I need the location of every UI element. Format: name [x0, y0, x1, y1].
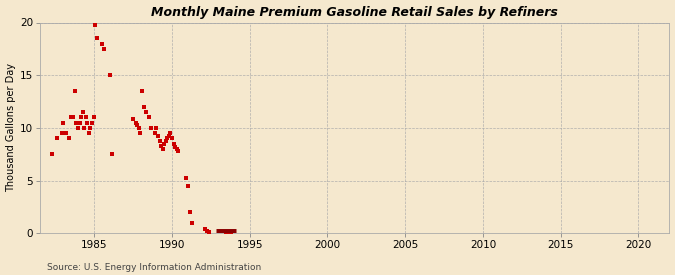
Point: [143, 115, 154, 120]
Point: [182, 184, 193, 188]
Point: [105, 73, 115, 77]
Point: [130, 120, 141, 125]
Point: [163, 134, 174, 139]
Point: [132, 123, 142, 127]
Point: [70, 89, 80, 93]
Point: [135, 131, 146, 135]
Point: [65, 115, 76, 120]
Point: [221, 230, 232, 235]
Point: [136, 89, 147, 93]
Title: Monthly Maine Premium Gasoline Retail Sales by Refiners: Monthly Maine Premium Gasoline Retail Sa…: [151, 6, 558, 18]
Point: [133, 126, 144, 130]
Point: [204, 230, 215, 234]
Point: [82, 120, 92, 125]
Point: [150, 131, 161, 135]
Point: [141, 110, 152, 114]
Point: [76, 115, 86, 120]
Point: [167, 136, 178, 141]
Point: [225, 230, 236, 235]
Point: [63, 136, 74, 141]
Point: [173, 149, 184, 153]
Point: [51, 136, 62, 141]
Point: [146, 126, 157, 130]
Point: [157, 147, 168, 151]
Point: [77, 110, 88, 114]
Point: [73, 126, 84, 130]
Point: [154, 138, 165, 143]
Point: [107, 152, 117, 156]
Point: [97, 41, 107, 46]
Point: [223, 230, 234, 235]
Point: [128, 117, 138, 122]
Point: [199, 227, 210, 231]
Point: [168, 141, 179, 146]
Y-axis label: Thousand Gallons per Day: Thousand Gallons per Day: [5, 63, 16, 192]
Point: [161, 138, 171, 143]
Point: [99, 47, 110, 51]
Point: [90, 22, 101, 27]
Point: [171, 147, 182, 151]
Point: [84, 131, 95, 135]
Point: [138, 104, 149, 109]
Point: [169, 145, 180, 149]
Point: [159, 141, 169, 146]
Point: [61, 131, 72, 135]
Point: [74, 120, 85, 125]
Point: [162, 136, 173, 141]
Point: [68, 115, 79, 120]
Point: [80, 115, 91, 120]
Text: Source: U.S. Energy Information Administration: Source: U.S. Energy Information Administ…: [47, 263, 261, 272]
Point: [181, 176, 192, 181]
Point: [184, 210, 195, 214]
Point: [156, 144, 167, 148]
Point: [58, 120, 69, 125]
Point: [151, 126, 162, 130]
Point: [91, 36, 102, 40]
Point: [202, 229, 213, 233]
Point: [165, 131, 176, 135]
Point: [187, 221, 198, 225]
Point: [85, 126, 96, 130]
Point: [56, 131, 67, 135]
Point: [47, 152, 58, 156]
Point: [88, 115, 99, 120]
Point: [79, 126, 90, 130]
Point: [153, 134, 163, 139]
Point: [71, 120, 82, 125]
Point: [86, 120, 97, 125]
